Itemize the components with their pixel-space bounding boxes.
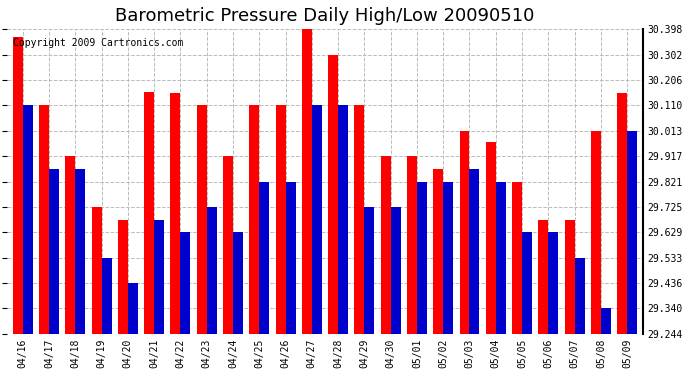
Bar [275,105,286,334]
Bar [496,182,506,334]
Bar [486,142,496,334]
Bar [101,258,112,334]
Bar [564,219,575,334]
Bar [302,29,312,334]
Bar [617,93,627,334]
Bar [75,169,86,334]
Bar [207,207,217,334]
Bar [144,92,154,334]
Bar [128,283,138,334]
Bar [249,105,259,334]
Bar [469,169,480,334]
Bar [433,169,443,334]
Bar [601,309,611,334]
Bar [627,131,637,334]
Bar [512,182,522,334]
Bar [154,219,164,334]
Bar [338,105,348,334]
Bar [549,232,558,334]
Bar [118,219,128,334]
Bar [170,93,180,334]
Text: Copyright 2009 Cartronics.com: Copyright 2009 Cartronics.com [13,38,184,48]
Bar [312,105,322,334]
Bar [12,37,23,334]
Bar [443,182,453,334]
Bar [259,182,269,334]
Bar [575,258,584,334]
Bar [223,156,233,334]
Bar [460,131,469,334]
Bar [23,105,32,334]
Bar [92,207,101,334]
Bar [197,105,207,334]
Bar [591,131,601,334]
Bar [328,55,338,334]
Bar [391,207,401,334]
Bar [49,169,59,334]
Bar [364,207,375,334]
Bar [180,232,190,334]
Bar [355,105,364,334]
Bar [381,156,391,334]
Bar [286,182,295,334]
Bar [66,156,75,334]
Bar [39,105,49,334]
Bar [522,232,532,334]
Bar [538,219,549,334]
Bar [417,182,427,334]
Bar [233,232,243,334]
Bar [407,156,417,334]
Title: Barometric Pressure Daily High/Low 20090510: Barometric Pressure Daily High/Low 20090… [115,7,535,25]
